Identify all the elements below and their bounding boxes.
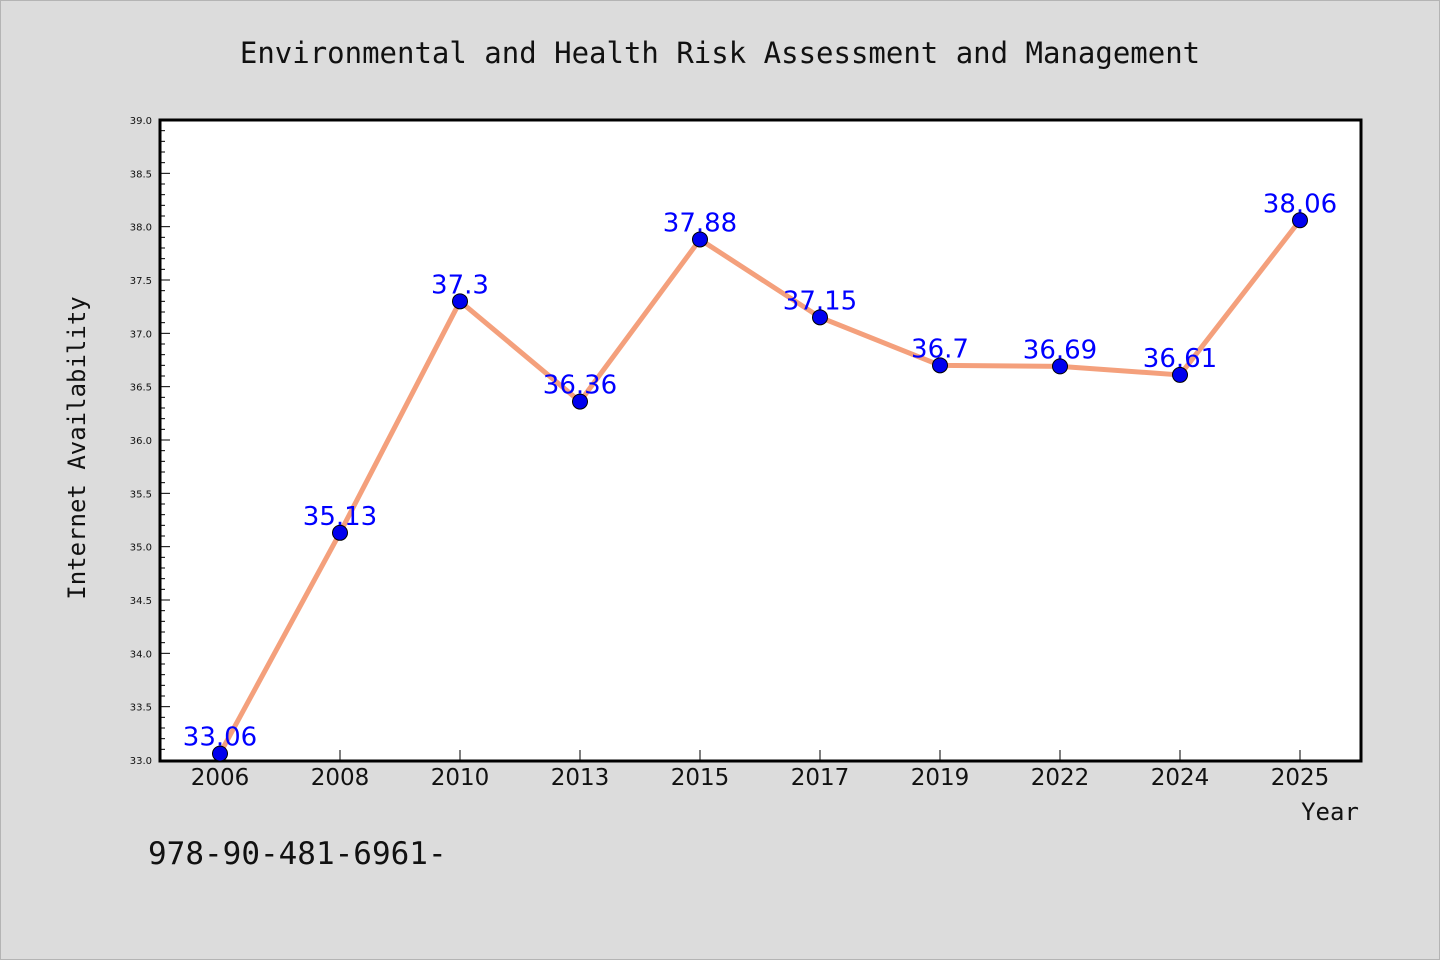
- y-tick-label: 34.5: [130, 596, 152, 607]
- data-point: [572, 393, 588, 410]
- y-tick-label: 37.5: [130, 276, 152, 287]
- data-point: [1292, 212, 1308, 229]
- data-point: [1172, 366, 1188, 383]
- y-tick-label: 37.0: [130, 329, 152, 340]
- plot-area: [158, 118, 1363, 763]
- series-layer: [212, 212, 1308, 762]
- data-label: 37.88: [663, 208, 737, 238]
- data-point: [332, 524, 348, 541]
- x-tick-label: 2025: [1271, 765, 1330, 791]
- data-label-layer: 33.06 35.13 37.3 36.36 37.88 37.15 36.7 36.69 36…: [183, 189, 1337, 752]
- y-tick-label: 39.0: [130, 116, 152, 127]
- y-tick-label: 34.0: [130, 649, 152, 660]
- series-line: [217, 218, 1302, 755]
- data-label: 35.13: [303, 502, 377, 532]
- x-tick-label: 2008: [311, 765, 370, 791]
- data-label: 36.69: [1023, 335, 1097, 365]
- x-tick-label: 2015: [671, 765, 730, 791]
- x-axis: 2006 2008 2010 2013 2015 2017 2019 2022 2024 2025: [191, 750, 1330, 791]
- x-axis-label: Year: [1301, 798, 1359, 826]
- data-label: 36.61: [1143, 344, 1217, 374]
- data-point: [812, 309, 828, 326]
- y-tick-label: 38.5: [130, 169, 152, 180]
- y-tick-label: 35.5: [130, 489, 152, 500]
- data-point: [932, 357, 948, 374]
- x-tick-label: 2006: [191, 765, 250, 791]
- y-tick-label: 36.0: [130, 436, 152, 447]
- data-label: 37.3: [431, 270, 489, 300]
- y-tick-label: 38.0: [130, 223, 152, 234]
- data-label: 36.36: [543, 371, 617, 401]
- x-tick-label: 2019: [911, 765, 970, 791]
- y-tick-label: 35.0: [130, 543, 152, 554]
- data-label: 37.15: [783, 286, 857, 316]
- y-tick-label: 33.0: [130, 756, 152, 767]
- x-tick-label: 2010: [431, 765, 490, 791]
- footnote-text: 978-90-481-6961-: [148, 836, 447, 872]
- y-axis: 33.0 33.5 34.0 34.5 35.0 35.5 36.0 36.5 37.0 37.5…: [130, 116, 170, 767]
- chart-title: Environmental and Health Risk Assessment…: [240, 36, 1200, 70]
- data-label: 38.06: [1263, 189, 1337, 219]
- data-point: [212, 745, 228, 762]
- x-tick-label: 2022: [1031, 765, 1090, 791]
- x-tick-label: 2017: [791, 765, 850, 791]
- x-tick-label: 2024: [1151, 765, 1210, 791]
- data-point: [452, 293, 468, 310]
- y-axis-label: Internet Availability: [63, 296, 91, 599]
- data-label: 36.7: [911, 334, 969, 364]
- data-point: [692, 231, 708, 248]
- x-tick-label: 2013: [551, 765, 610, 791]
- data-label: 33.06: [183, 723, 257, 753]
- y-tick-label: 33.5: [130, 703, 152, 714]
- y-tick-label: 36.5: [130, 383, 152, 394]
- data-point: [1052, 358, 1068, 375]
